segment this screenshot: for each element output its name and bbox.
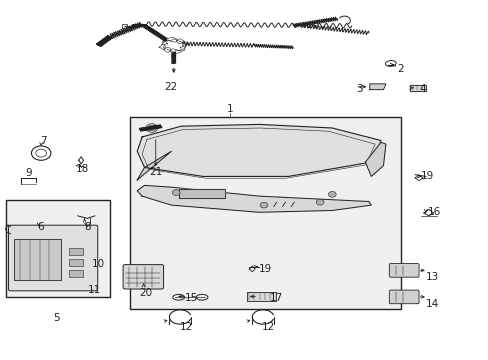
Text: 21: 21	[149, 167, 162, 177]
Circle shape	[35, 229, 42, 234]
Text: 1: 1	[226, 104, 233, 114]
Text: 6: 6	[37, 222, 44, 231]
Polygon shape	[369, 84, 385, 90]
Polygon shape	[409, 85, 425, 91]
Text: 16: 16	[427, 207, 440, 217]
Text: 18: 18	[76, 164, 89, 174]
Text: 12: 12	[262, 322, 275, 332]
Circle shape	[328, 192, 335, 197]
Text: 11: 11	[88, 285, 101, 296]
Bar	[69, 248, 82, 255]
Bar	[14, 239, 61, 280]
Text: 4: 4	[418, 84, 425, 94]
Text: 22: 22	[163, 82, 177, 92]
Polygon shape	[137, 125, 380, 176]
Bar	[122, 24, 127, 28]
FancyBboxPatch shape	[388, 290, 418, 304]
Text: 3: 3	[355, 84, 362, 94]
Bar	[246, 292, 276, 301]
Circle shape	[316, 199, 324, 205]
Text: 17: 17	[269, 293, 282, 303]
FancyBboxPatch shape	[8, 225, 98, 291]
Bar	[69, 259, 82, 266]
Text: 20: 20	[139, 288, 152, 298]
FancyBboxPatch shape	[123, 265, 163, 289]
Text: 19: 19	[258, 264, 271, 274]
Bar	[5, 200, 110, 297]
Polygon shape	[365, 142, 385, 176]
Bar	[130, 117, 400, 309]
Text: 5: 5	[53, 313, 60, 323]
Polygon shape	[178, 189, 224, 198]
Text: 9: 9	[25, 168, 32, 178]
Text: 12: 12	[179, 322, 192, 332]
Text: 19: 19	[420, 171, 433, 181]
Text: 15: 15	[185, 293, 198, 303]
Text: 14: 14	[425, 299, 438, 309]
Circle shape	[172, 190, 180, 195]
FancyBboxPatch shape	[388, 264, 418, 277]
Text: 8: 8	[84, 222, 91, 231]
Circle shape	[260, 202, 267, 208]
Text: 10: 10	[91, 259, 104, 269]
Polygon shape	[137, 151, 171, 180]
Text: 2: 2	[396, 64, 403, 74]
Text: 13: 13	[425, 272, 438, 282]
Bar	[69, 270, 82, 277]
Polygon shape	[137, 185, 370, 212]
Text: 7: 7	[40, 136, 47, 145]
